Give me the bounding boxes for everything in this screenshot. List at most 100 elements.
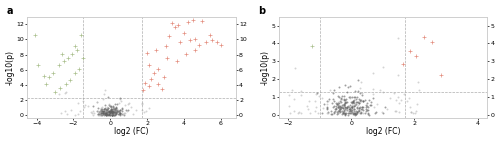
Point [350, 105, 358, 108]
Point [330, 107, 338, 110]
Point [114, 110, 122, 112]
Point [110, 109, 118, 111]
Point [112, 113, 120, 115]
Point [108, 113, 116, 115]
Point [98, 112, 106, 114]
Point [108, 111, 116, 113]
Point [338, 97, 346, 100]
Point [342, 109, 349, 111]
Point [420, 36, 428, 38]
Point [123, 110, 131, 112]
Point [180, 31, 188, 34]
Point [368, 97, 376, 99]
Point [352, 103, 360, 106]
Point [404, 100, 411, 102]
Point [338, 106, 346, 108]
Point [361, 112, 369, 114]
Point [101, 113, 109, 115]
Point [104, 114, 112, 116]
Point [108, 114, 116, 116]
Point [113, 103, 121, 106]
Point [108, 114, 116, 116]
Point [100, 114, 108, 116]
Point [108, 109, 116, 112]
X-axis label: log2 (FC): log2 (FC) [114, 127, 148, 136]
Point [394, 37, 402, 39]
Point [362, 104, 370, 106]
Point [357, 112, 365, 115]
Point [97, 107, 105, 109]
Point [99, 112, 107, 114]
Point [96, 113, 104, 116]
Point [364, 111, 372, 114]
Point [348, 104, 356, 107]
Point [412, 110, 420, 112]
Point [367, 104, 375, 106]
Point [312, 92, 320, 94]
Point [114, 111, 122, 113]
Point [338, 113, 346, 115]
Point [354, 79, 362, 82]
Point [30, 34, 38, 36]
Point [330, 112, 338, 114]
Point [352, 98, 360, 100]
Point [345, 96, 353, 98]
Point [359, 100, 367, 103]
Point [103, 110, 111, 112]
Point [408, 112, 416, 114]
Point [334, 110, 342, 112]
Point [355, 102, 363, 105]
Point [344, 113, 351, 116]
Point [112, 111, 120, 113]
Point [349, 103, 357, 106]
Point [110, 114, 118, 116]
Point [108, 111, 116, 113]
Point [334, 102, 342, 104]
Point [332, 105, 340, 107]
Point [107, 112, 115, 114]
Point [108, 113, 116, 115]
Point [294, 112, 302, 114]
Point [119, 113, 127, 115]
Point [363, 102, 371, 104]
Point [62, 83, 70, 85]
Point [318, 97, 326, 99]
Point [328, 102, 336, 104]
Point [354, 107, 362, 109]
Point [42, 83, 50, 85]
Point [332, 102, 340, 104]
Point [343, 101, 351, 103]
Point [323, 107, 331, 110]
Point [112, 108, 120, 110]
Point [350, 100, 358, 102]
Point [318, 111, 326, 114]
Point [118, 108, 126, 110]
Point [186, 39, 194, 41]
Point [104, 111, 112, 113]
Point [60, 109, 68, 112]
Point [102, 113, 110, 115]
Point [346, 101, 354, 103]
Point [118, 113, 126, 116]
Point [397, 98, 405, 101]
Point [217, 44, 225, 46]
Point [101, 104, 109, 106]
Point [341, 108, 349, 110]
Point [350, 109, 358, 111]
Point [406, 49, 413, 52]
Point [120, 112, 128, 114]
Point [352, 114, 360, 116]
Point [341, 106, 349, 108]
Point [108, 113, 116, 116]
Point [341, 113, 349, 115]
Point [350, 108, 358, 110]
Point [104, 107, 112, 109]
Point [312, 93, 320, 95]
Point [112, 111, 120, 113]
Point [340, 95, 347, 97]
Point [416, 89, 424, 91]
Point [364, 98, 372, 101]
Point [87, 111, 95, 113]
Point [104, 112, 112, 115]
Point [357, 111, 365, 113]
